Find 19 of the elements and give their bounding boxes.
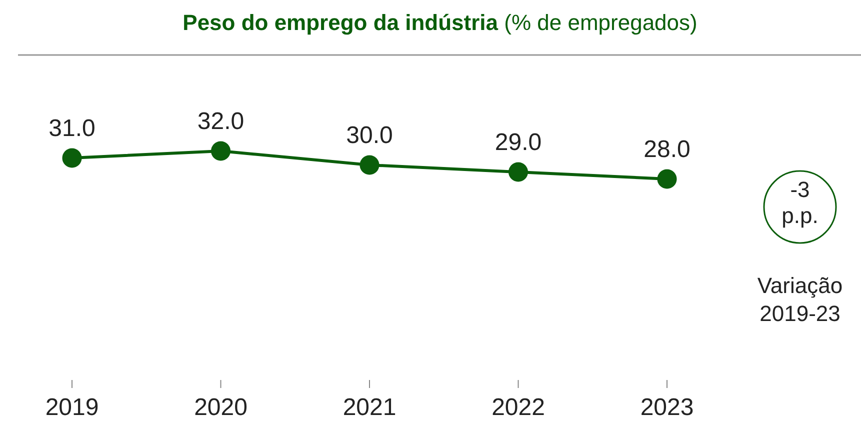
point [62, 148, 82, 168]
x-tick-label: 2022 [492, 394, 545, 421]
x-tick-label: 2019 [45, 394, 99, 421]
point [508, 162, 528, 182]
text: -3 p.p. [782, 177, 818, 228]
chart-subtitle: (% de empregados) [498, 10, 698, 35]
point [657, 169, 677, 189]
chart-title: Peso do emprego da indústria [182, 10, 499, 35]
data-label: 30.0 [346, 122, 393, 149]
x-tick-label: 2023 [640, 394, 694, 421]
x-tick-label: 2020 [194, 394, 248, 421]
point [210, 141, 231, 161]
data-label: 29.0 [494, 129, 542, 156]
x-tick-label: 2021 [342, 394, 396, 421]
text: Variação 2019-23 [757, 273, 843, 326]
data-label: 32.0 [197, 108, 244, 135]
point [360, 155, 380, 175]
data-label: 28.0 [644, 136, 690, 163]
data-label: 31.0 [48, 115, 96, 142]
